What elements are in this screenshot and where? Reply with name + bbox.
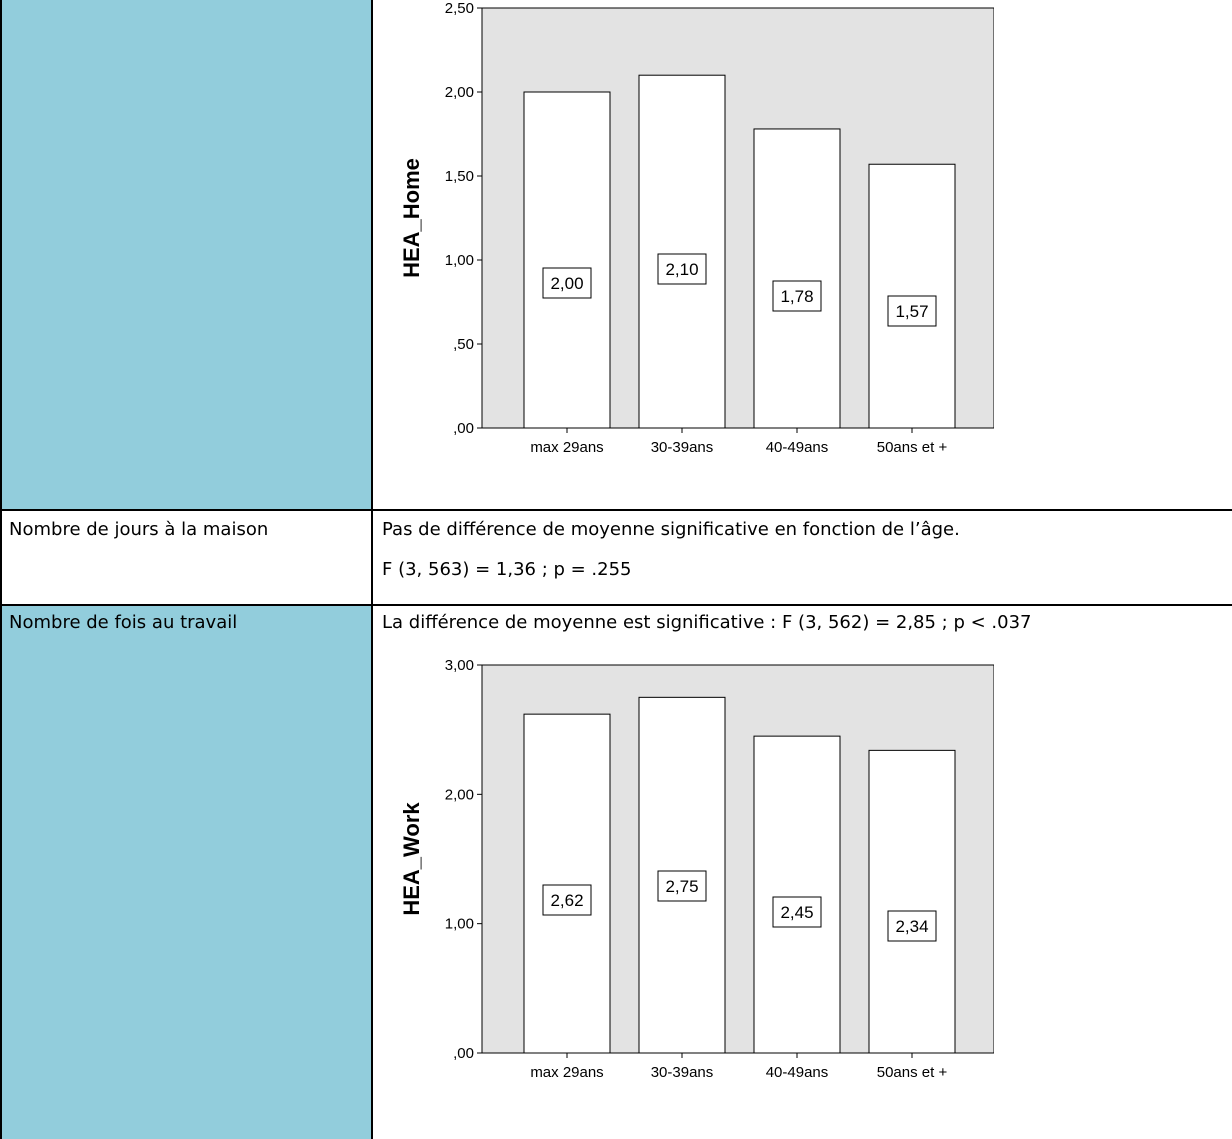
data-label-box: [542, 884, 592, 916]
data-label-box: [887, 910, 937, 942]
table-row-divider-2: [0, 604, 1232, 606]
data-label: 2,00: [550, 274, 583, 293]
y-axis-label: HEA_Home: [399, 158, 424, 278]
x-tick-label: 40-49ans: [766, 439, 829, 456]
y-tick-label: 2,00: [445, 84, 474, 101]
row-result-line-1: Pas de différence de moyenne significati…: [382, 519, 960, 540]
y-tick-label: 2,50: [445, 0, 474, 17]
label-cell-bottom: [0, 605, 372, 1139]
bar-3: [753, 128, 841, 429]
y-tick-label: 1,50: [445, 168, 474, 185]
x-tick-label: max 29ans: [530, 439, 603, 456]
data-label-box: [657, 870, 707, 902]
x-tick-label: 30-39ans: [651, 439, 714, 456]
data-label: 1,57: [895, 302, 928, 321]
table-row-divider-1: [0, 509, 1232, 511]
y-tick-label: 2,00: [445, 786, 474, 803]
data-label-box: [772, 896, 822, 928]
x-tick-label: 40-49ans: [766, 1064, 829, 1081]
data-label-box: [542, 267, 592, 299]
data-label: 2,34: [895, 917, 928, 936]
row-label-times-at-work: Nombre de fois au travail: [9, 612, 238, 633]
y-tick-label: 1,00: [445, 252, 474, 269]
data-label: 2,75: [665, 877, 698, 896]
bar-4: [868, 749, 956, 1054]
table-left-border: [0, 0, 2, 1139]
row-result-line-2: F (3, 563) = 1,36 ; p = .255: [382, 559, 632, 580]
data-label-box: [772, 280, 822, 312]
data-label-box: [887, 295, 937, 327]
data-label-box: [657, 253, 707, 285]
y-tick-label: ,00: [453, 420, 474, 437]
x-tick-label: 30-39ans: [651, 1064, 714, 1081]
bar-1: [523, 713, 611, 1054]
data-label: 1,78: [780, 287, 813, 306]
row-result-significance: La différence de moyenne est significati…: [382, 612, 1032, 633]
x-tick-label: 50ans et +: [877, 1064, 948, 1081]
bar-3: [753, 735, 841, 1054]
bar-1: [523, 91, 611, 429]
data-label: 2,45: [780, 903, 813, 922]
y-tick-label: 1,00: [445, 916, 474, 933]
bar-2: [638, 74, 726, 429]
row-label-days-at-home: Nombre de jours à la maison: [9, 519, 269, 540]
data-label: 2,10: [665, 260, 698, 279]
data-label: 2,62: [550, 891, 583, 910]
y-tick-label: ,00: [453, 1045, 474, 1062]
x-tick-label: max 29ans: [530, 1064, 603, 1081]
y-tick-label: 3,00: [445, 657, 474, 674]
y-tick-label: ,50: [453, 336, 474, 353]
y-axis-label: HEA_Work: [399, 802, 424, 916]
table-column-divider: [371, 0, 373, 1139]
label-cell-top: [0, 0, 372, 510]
x-tick-label: 50ans et +: [877, 439, 948, 456]
